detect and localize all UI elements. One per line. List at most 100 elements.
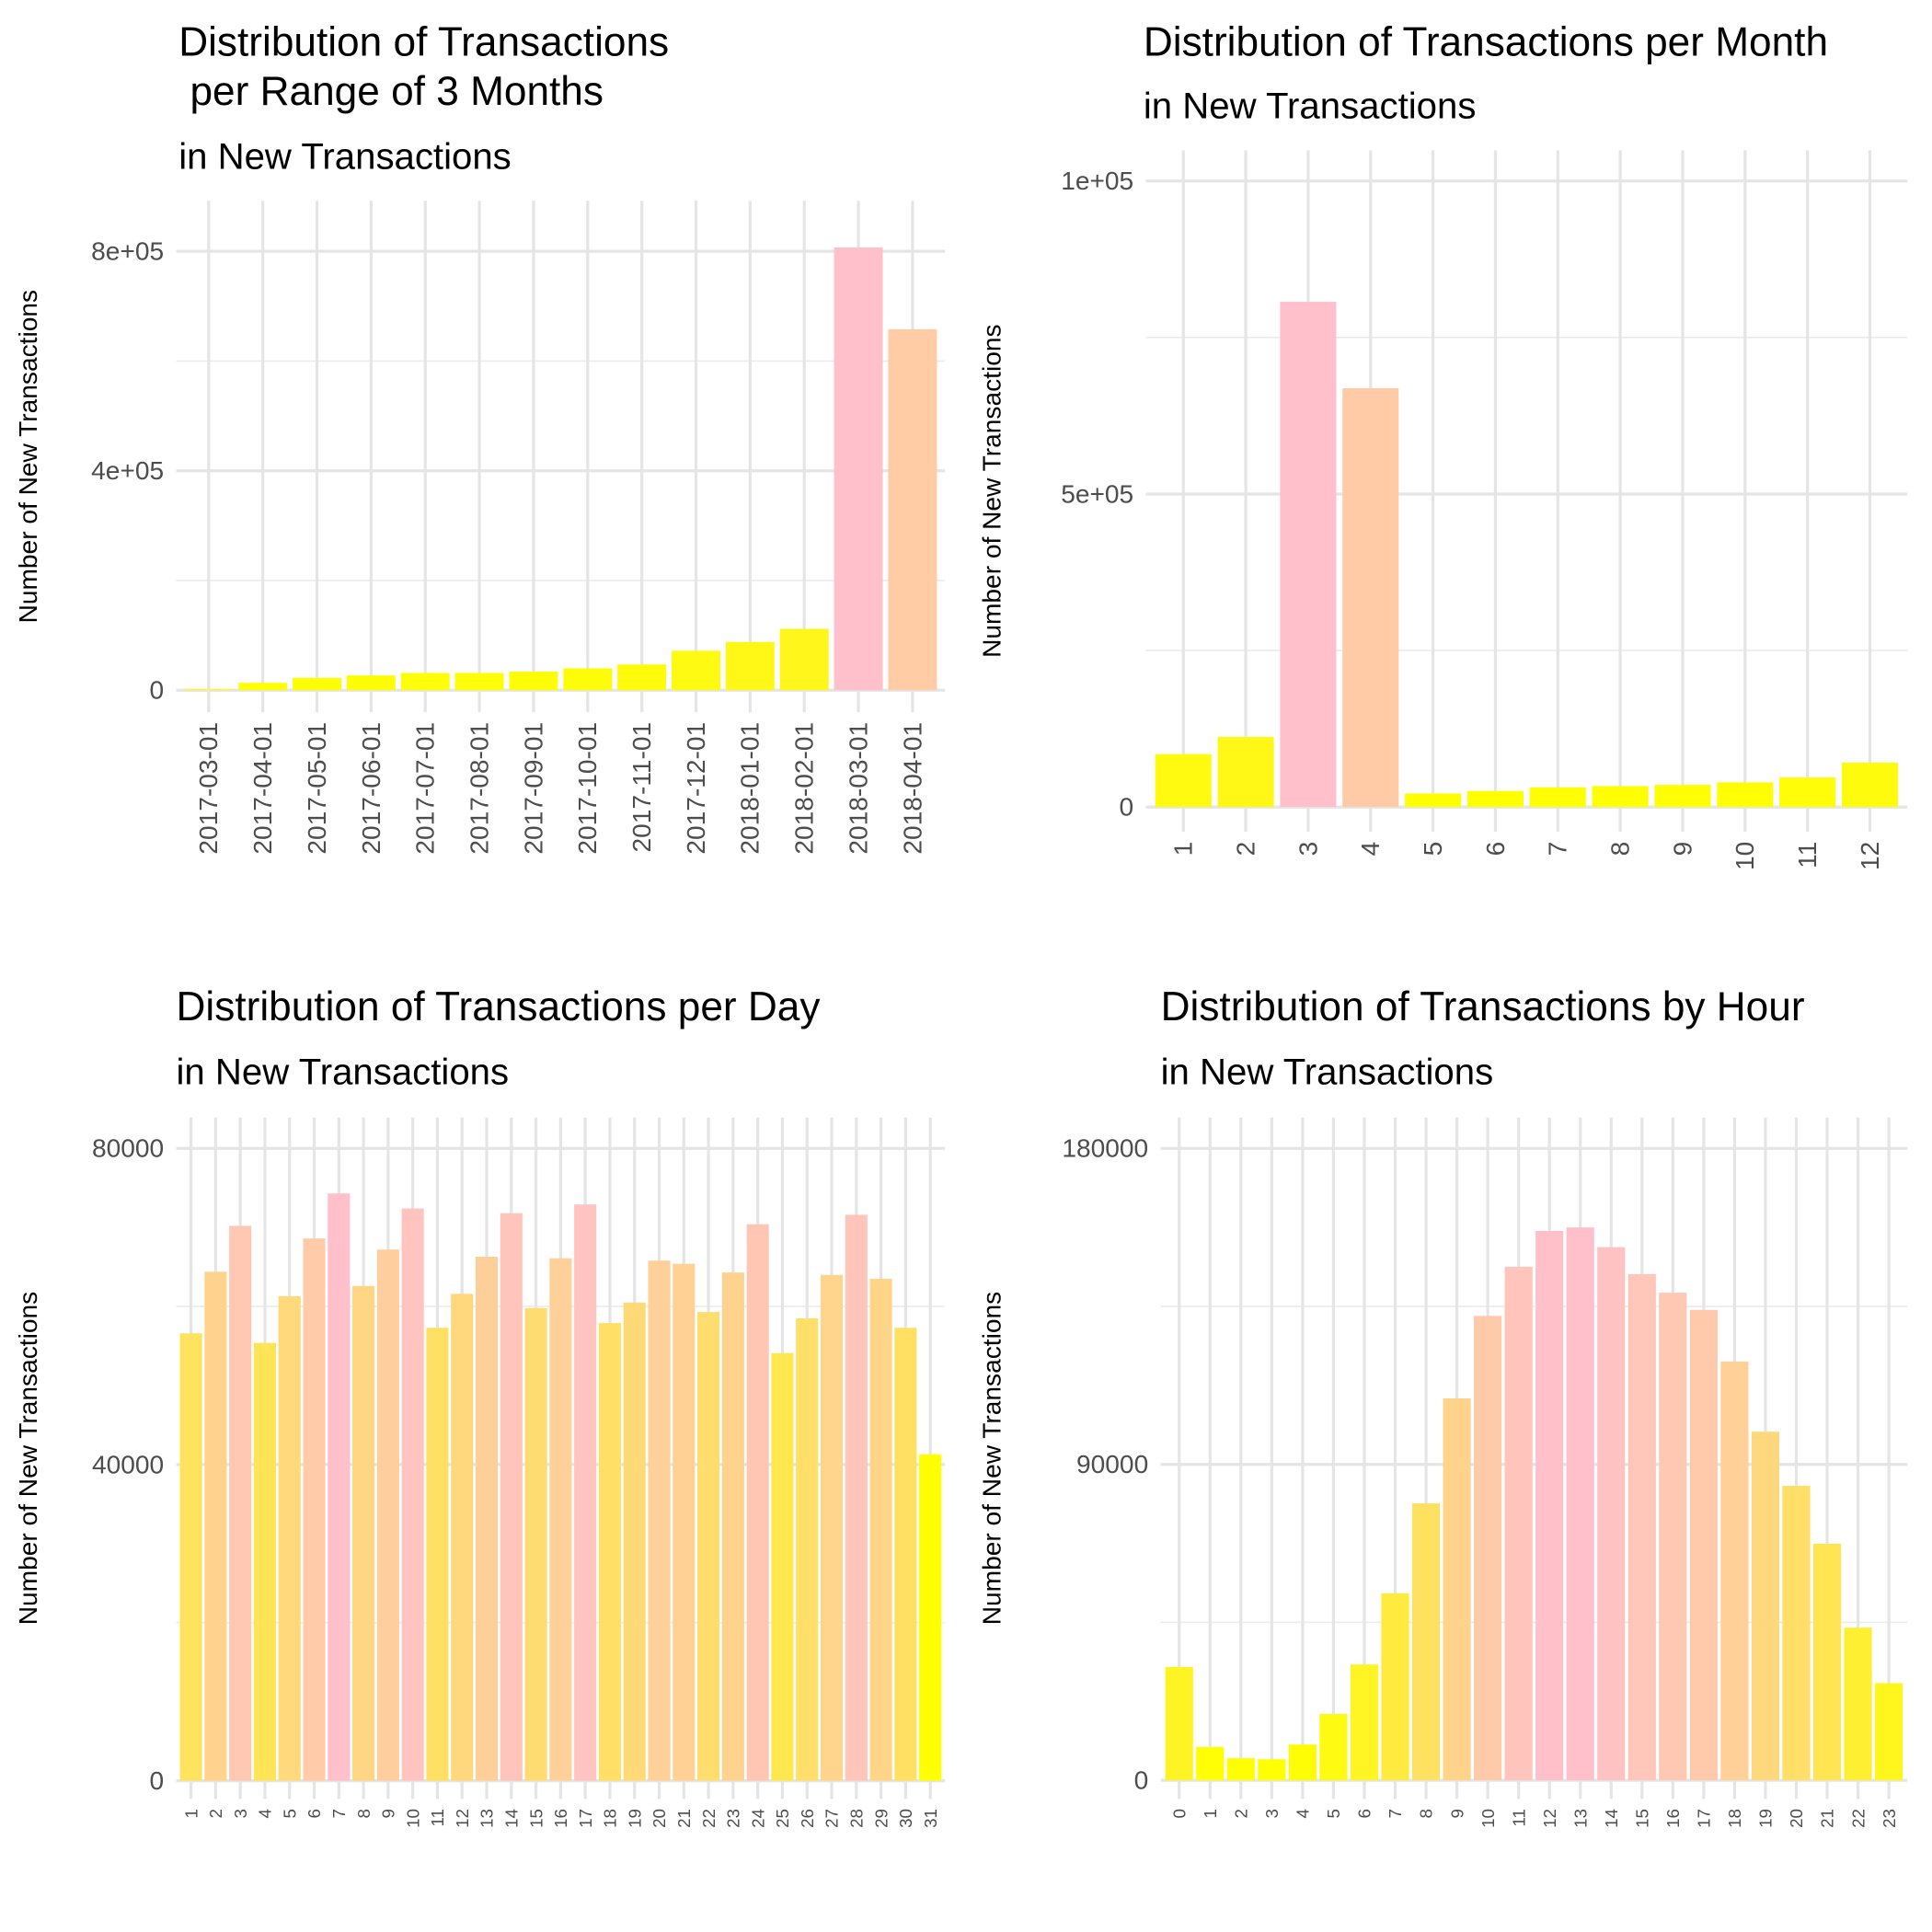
bar — [574, 1204, 597, 1781]
x-tick-label: 25 — [773, 1809, 792, 1828]
chart-subtitle: in New Transactions — [177, 1052, 510, 1093]
bar — [919, 1454, 942, 1781]
x-tick-label: 17 — [1695, 1809, 1714, 1828]
bar — [401, 1208, 424, 1781]
x-tick-label: 11 — [428, 1809, 447, 1826]
x-tick-label: 8 — [1417, 1809, 1436, 1818]
bar — [426, 1328, 449, 1781]
y-tick-label: 8e+05 — [91, 237, 164, 266]
x-tick-label: 7 — [329, 1809, 349, 1818]
x-tick-label: 14 — [1602, 1809, 1621, 1828]
bar — [454, 673, 504, 691]
x-tick-label: 13 — [477, 1809, 497, 1828]
bar — [1782, 1485, 1811, 1781]
y-tick-label: 80000 — [92, 1134, 164, 1163]
x-tick-label: 2018-03-01 — [844, 722, 872, 855]
x-tick-label: 7 — [1386, 1809, 1405, 1818]
bar — [451, 1294, 474, 1781]
x-tick-label: 6 — [1355, 1809, 1374, 1818]
x-tick-label: 2017-03-01 — [194, 722, 223, 855]
bar — [1474, 1316, 1502, 1781]
x-tick-label: 1 — [181, 1809, 201, 1818]
x-tick-label: 19 — [625, 1809, 644, 1828]
x-tick-label: 5 — [280, 1809, 299, 1818]
x-tick-label: 2018-02-01 — [790, 722, 819, 855]
x-tick-label: 3 — [1294, 842, 1322, 857]
bar — [229, 1225, 252, 1781]
bar — [820, 1274, 844, 1781]
bar — [1217, 736, 1274, 808]
x-tick-label: 2018-04-01 — [898, 722, 926, 855]
x-tick-label: 4 — [1294, 1809, 1313, 1818]
chart-title: Distribution of Transactions — [178, 19, 669, 64]
x-tick-label: 29 — [871, 1809, 891, 1828]
y-tick-label: 0 — [1120, 793, 1134, 822]
bar — [346, 675, 396, 691]
y-tick-label: 1e+05 — [1061, 167, 1133, 195]
bar — [721, 1272, 744, 1781]
x-tick-label: 20 — [650, 1809, 669, 1828]
bar — [1342, 387, 1399, 808]
x-tick-label: 2 — [1231, 842, 1259, 857]
bar — [845, 1214, 868, 1781]
bar — [1627, 1273, 1656, 1781]
bar — [673, 1263, 696, 1781]
bar — [376, 1249, 399, 1781]
x-tick-label: 2017-06-01 — [357, 722, 385, 855]
bar — [204, 1271, 227, 1781]
x-tick-label: 3 — [231, 1809, 250, 1818]
x-tick-label: 2017-11-01 — [627, 722, 656, 853]
bar — [1597, 1247, 1626, 1781]
x-tick-label: 23 — [724, 1809, 743, 1828]
x-tick-label: 8 — [354, 1809, 374, 1818]
y-tick-label: 4e+05 — [91, 456, 164, 485]
y-axis-label: Number of New Transactions — [978, 324, 1006, 657]
x-tick-label: 15 — [1632, 1809, 1651, 1828]
y-tick-label: 0 — [149, 1766, 164, 1795]
bar — [1875, 1683, 1903, 1781]
bar — [1288, 1744, 1317, 1781]
bar — [184, 689, 234, 691]
x-tick-label: 2017-10-01 — [573, 722, 602, 855]
bar — [1566, 1227, 1594, 1781]
x-tick-label: 18 — [601, 1809, 620, 1828]
bar — [1841, 762, 1899, 808]
y-tick-label: 180000 — [1062, 1134, 1148, 1163]
x-tick-label: 5 — [1419, 842, 1447, 857]
bar — [303, 1238, 326, 1781]
chart-subtitle: in New Transactions — [178, 135, 512, 177]
bar — [1720, 1361, 1749, 1781]
x-tick-label: 4 — [1356, 842, 1385, 857]
bar — [238, 683, 288, 691]
x-tick-label: 6 — [1481, 842, 1510, 857]
x-tick-label: 10 — [1478, 1809, 1498, 1828]
x-tick-label: 22 — [1848, 1809, 1868, 1828]
x-tick-label: 16 — [1663, 1809, 1683, 1828]
bar — [834, 247, 883, 691]
x-tick-label: 31 — [921, 1809, 940, 1828]
bar — [1717, 782, 1774, 808]
bar — [1812, 1543, 1842, 1781]
x-tick-label: 12 — [1856, 842, 1884, 870]
bar — [725, 641, 775, 691]
bar — [563, 668, 613, 691]
bar — [1592, 786, 1649, 808]
bar — [475, 1256, 499, 1781]
x-tick-label: 1 — [1201, 1809, 1220, 1818]
bar — [1381, 1593, 1409, 1781]
x-tick-label: 26 — [798, 1809, 817, 1828]
bar — [1165, 1666, 1193, 1781]
bar — [779, 628, 829, 691]
bar — [253, 1342, 276, 1781]
x-tick-label: 21 — [1818, 1809, 1837, 1828]
x-tick-label: 2017-12-01 — [682, 722, 710, 855]
bar — [1751, 1432, 1780, 1781]
bar — [623, 1302, 646, 1781]
bar — [1226, 1758, 1255, 1781]
x-tick-label: 2017-08-01 — [465, 722, 493, 855]
x-tick-label: 23 — [1880, 1809, 1899, 1828]
bar — [1654, 785, 1711, 808]
